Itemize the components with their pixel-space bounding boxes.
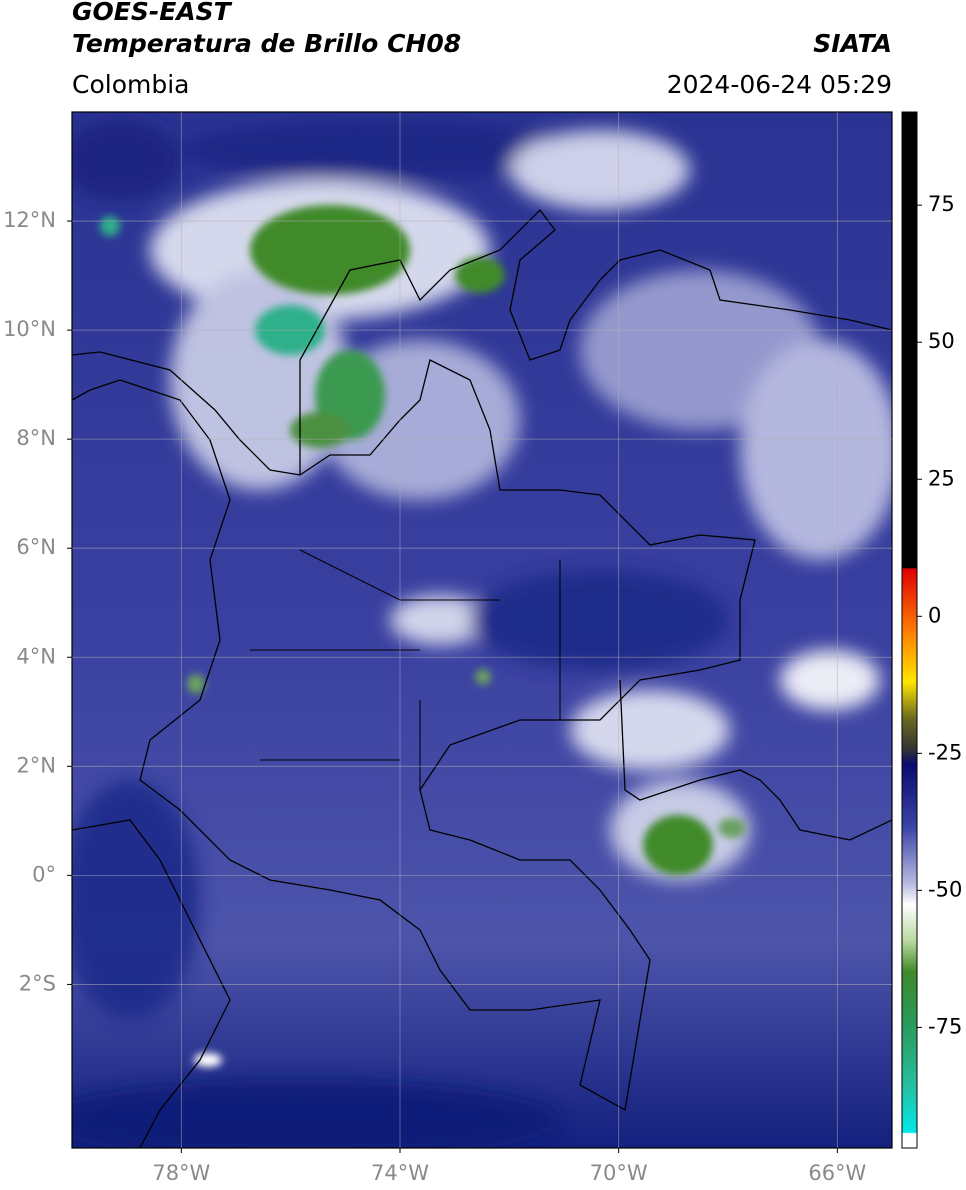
x-tick-label: 66°W <box>808 1161 866 1185</box>
colorbar-tick-label: 25 <box>928 466 955 490</box>
y-tick-label: 10°N <box>3 317 56 341</box>
colorbar-tick-label: -75 <box>928 1014 962 1038</box>
y-tick-label: 8°N <box>16 426 56 450</box>
title: GOES-EAST <box>72 0 233 26</box>
y-tick-label: 4°N <box>16 644 56 668</box>
colorbar-tick-label: -50 <box>928 877 962 901</box>
plot-frame <box>71 111 893 1149</box>
region: Colombia <box>72 70 189 99</box>
satellite-image <box>72 112 892 1148</box>
colorbar <box>901 111 918 1149</box>
colorbar-tick-label: 0 <box>928 603 941 627</box>
x-tick-label: 78°W <box>152 1161 210 1185</box>
y-tick-label: 0° <box>32 862 56 886</box>
source: SIATA <box>813 29 892 58</box>
colorbar-tick-label: 50 <box>928 329 955 353</box>
colorbar-tick-label: 75 <box>928 192 955 216</box>
x-tick-label: 70°W <box>590 1161 648 1185</box>
colorbar-tick-label: -25 <box>928 740 962 764</box>
y-tick-label: 2°N <box>16 753 56 777</box>
y-tick-label: 12°N <box>3 208 56 232</box>
x-tick-label: 74°W <box>371 1161 429 1185</box>
datetime: 2024-06-24 05:29 <box>667 70 892 99</box>
y-tick-label: 2°S <box>19 971 56 995</box>
y-tick-label: 6°N <box>16 535 56 559</box>
subtitle: Temperatura de Brillo CH08 <box>72 29 461 58</box>
